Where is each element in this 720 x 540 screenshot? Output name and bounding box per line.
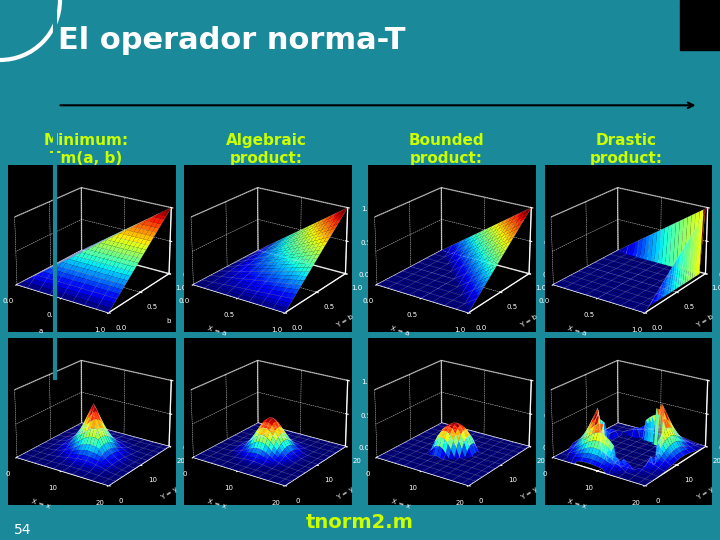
Text: 54: 54 bbox=[14, 523, 32, 537]
Y-axis label: Y = y: Y = y bbox=[336, 486, 355, 501]
Text: tnorm2.m: tnorm2.m bbox=[306, 512, 414, 532]
X-axis label: X = a: X = a bbox=[390, 326, 410, 337]
X-axis label: a: a bbox=[38, 328, 42, 334]
X-axis label: X = a: X = a bbox=[567, 326, 587, 337]
Text: Drastic
product:
Td(a, b): Drastic product: Td(a, b) bbox=[590, 133, 663, 185]
Y-axis label: Y = b: Y = b bbox=[519, 313, 539, 329]
Bar bbox=[680, 0, 720, 50]
X-axis label: X = x: X = x bbox=[390, 498, 410, 510]
Y-axis label: Y = y: Y = y bbox=[520, 486, 539, 501]
X-axis label: X = x: X = x bbox=[567, 498, 587, 510]
Y-axis label: Y = b: Y = b bbox=[336, 313, 355, 329]
Text: El operador norma-T: El operador norma-T bbox=[58, 26, 405, 55]
Y-axis label: Y = b: Y = b bbox=[696, 313, 715, 329]
Y-axis label: Y = y: Y = y bbox=[160, 486, 179, 501]
Text: Algebraic
product:
Ta(a, b): Algebraic product: Ta(a, b) bbox=[226, 133, 307, 185]
X-axis label: X = x: X = x bbox=[30, 498, 50, 510]
Y-axis label: Y = y: Y = y bbox=[696, 486, 715, 501]
Text: Minimum:
Tm(a, b): Minimum: Tm(a, b) bbox=[44, 133, 129, 166]
Text: Bounded
product:
Tb(a, b): Bounded product: Tb(a, b) bbox=[408, 133, 485, 185]
X-axis label: X = a: X = a bbox=[207, 326, 227, 337]
Y-axis label: b: b bbox=[167, 318, 171, 324]
X-axis label: X = x: X = x bbox=[207, 498, 227, 510]
